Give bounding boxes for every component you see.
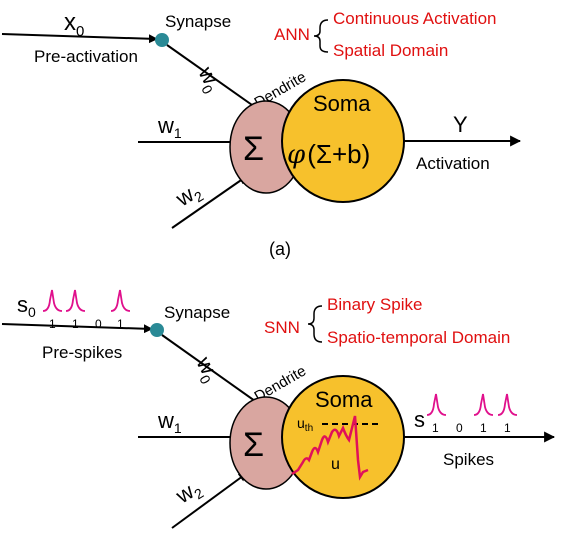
snn-output-bit: 1 bbox=[432, 421, 439, 435]
ann-output-label: Y bbox=[453, 112, 468, 137]
snn-w1-label: w1 bbox=[157, 408, 182, 436]
snn-input0-arrow bbox=[1, 323, 153, 334]
ann-activation-label: Activation bbox=[416, 154, 490, 173]
snn-sum-symbol: Σ bbox=[243, 426, 264, 464]
snn-soma-label: Soma bbox=[315, 387, 373, 412]
ann-property-spatial: Spatial Domain bbox=[333, 41, 448, 60]
snn-property-spatiotemporal: Spatio-temporal Domain bbox=[327, 328, 510, 347]
snn-input-spike-train bbox=[42, 289, 131, 312]
snn-output-spike-train bbox=[426, 393, 518, 416]
snn-synapse-node bbox=[150, 323, 164, 337]
ann-w0-arrow bbox=[166, 44, 263, 113]
ann-input0-label: x0 bbox=[64, 9, 84, 40]
ann-w0-label: w0 bbox=[190, 62, 226, 97]
snn-output-bits: 1 0 1 1 bbox=[432, 421, 511, 435]
snn-panel: s0 1 1 0 1 Pre-spikes Synapse w0 Dendrit… bbox=[1, 289, 556, 529]
snn-input-bit: 1 bbox=[49, 317, 56, 331]
snn-output-bit: 1 bbox=[504, 421, 511, 435]
snn-output-spike bbox=[473, 393, 494, 416]
snn-input-bits: 1 1 0 1 bbox=[49, 317, 124, 331]
snn-output-bit: 0 bbox=[456, 421, 463, 435]
snn-synapse-label: Synapse bbox=[164, 303, 230, 322]
snn-input-spike bbox=[65, 289, 86, 312]
ann-panel: x0 Pre-activation Synapse w0 Dendrite w1… bbox=[1, 9, 522, 259]
ann-property-continuous: Continuous Activation bbox=[333, 9, 497, 28]
ann-soma-label: Soma bbox=[313, 91, 371, 116]
snn-w2-arrow bbox=[171, 472, 248, 529]
snn-input-bit: 1 bbox=[72, 317, 79, 331]
ann-preactivation-label: Pre-activation bbox=[34, 47, 138, 66]
snn-input0-label: s0 bbox=[17, 292, 36, 320]
snn-output-bit: 1 bbox=[480, 421, 487, 435]
snn-membrane-potential-curve bbox=[291, 415, 369, 481]
snn-prespikes-label: Pre-spikes bbox=[42, 343, 122, 362]
snn-input-spike bbox=[110, 289, 131, 312]
snn-output-label: s bbox=[414, 407, 425, 432]
ann-synapse-label: Synapse bbox=[165, 12, 231, 31]
ann-brace bbox=[313, 19, 329, 53]
ann-sum-symbol: Σ bbox=[243, 130, 264, 168]
ann-w1-label: w1 bbox=[157, 113, 182, 141]
ann-synapse-node bbox=[155, 33, 169, 47]
snn-input-bit: 0 bbox=[95, 317, 102, 331]
snn-output-spike bbox=[497, 393, 518, 416]
ann-network-name: ANN bbox=[274, 25, 310, 44]
ann-w2-arrow bbox=[171, 175, 248, 229]
snn-brace bbox=[307, 305, 323, 343]
snn-potential-label: u bbox=[331, 456, 340, 473]
snn-output-spike bbox=[426, 393, 447, 416]
snn-spikes-label: Spikes bbox=[443, 450, 494, 469]
snn-network-name: SNN bbox=[264, 318, 300, 337]
ann-soma-formula: φ(Σ+b) bbox=[287, 139, 370, 170]
snn-property-binary: Binary Spike bbox=[327, 295, 422, 314]
ann-input0-arrow bbox=[1, 33, 158, 44]
snn-w0-arrow bbox=[161, 334, 263, 407]
snn-input-spike bbox=[42, 289, 63, 312]
ann-caption: (a) bbox=[269, 239, 291, 259]
snn-input-bit: 1 bbox=[117, 317, 124, 331]
snn-threshold-label: uth bbox=[297, 415, 313, 434]
